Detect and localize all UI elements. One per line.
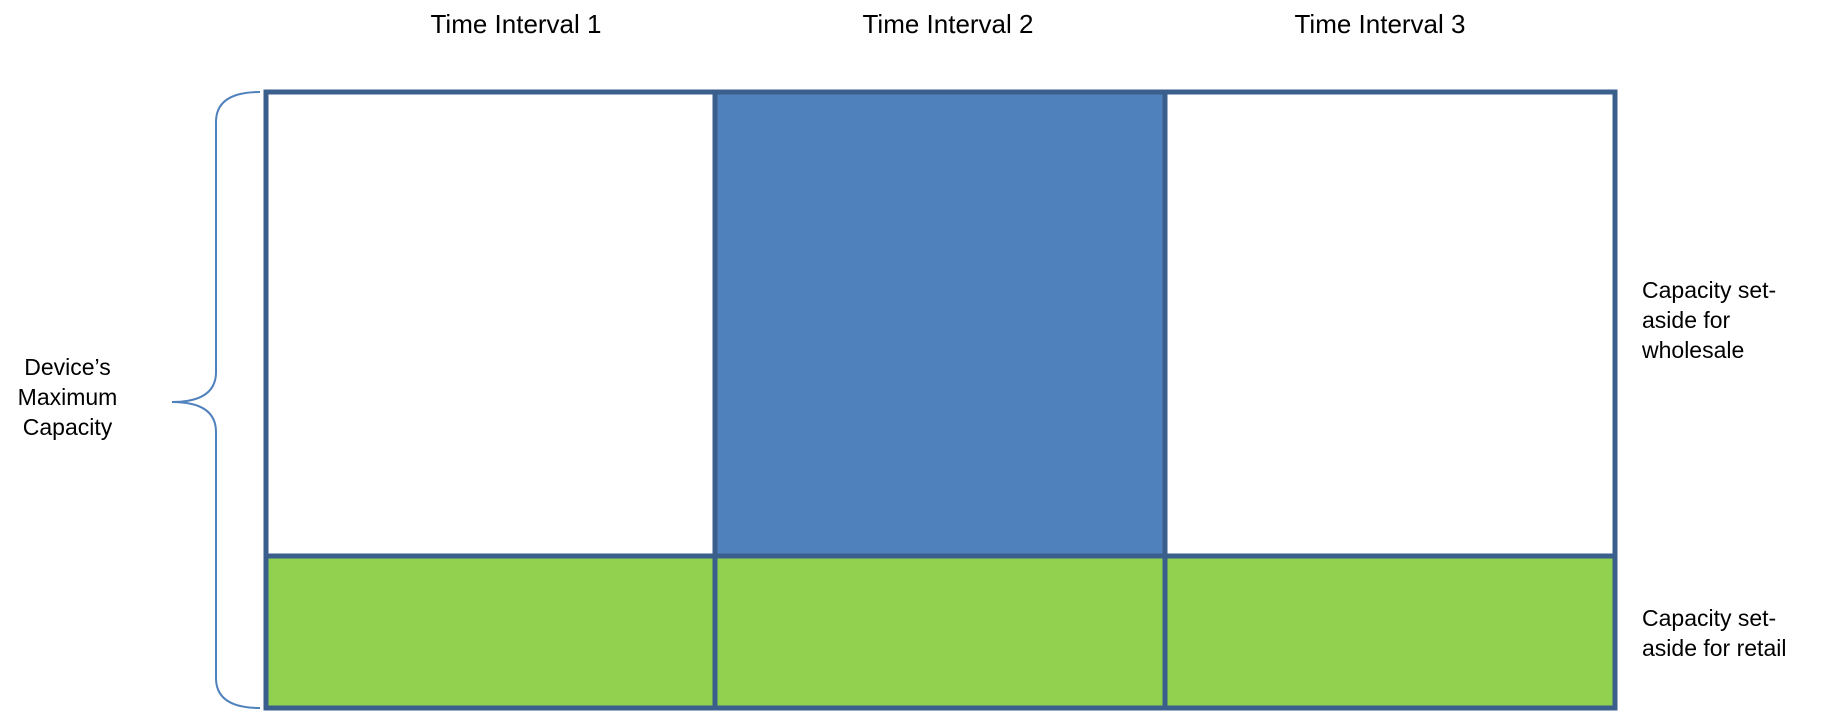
legend-wholesale-label: Capacity set- aside for wholesale	[1642, 277, 1777, 363]
retail-cell-interval-1	[263, 553, 718, 711]
interval-label-2: Time Interval 2	[862, 9, 1034, 39]
outer-frame	[263, 89, 1618, 711]
wholesale-cell-interval-2	[712, 89, 1168, 559]
interval-label-1: Time Interval 1	[430, 9, 602, 39]
interval-label-3: Time Interval 3	[1294, 9, 1466, 39]
retail-cell-interval-2	[712, 553, 1168, 711]
retail-cell-interval-3	[1162, 553, 1618, 711]
wholesale-cell-interval-1	[263, 89, 718, 559]
device-maximum-capacity-label: Device’s Maximum Capacity	[17, 354, 118, 440]
wholesale-cell-interval-3	[1162, 89, 1618, 559]
legend-retail-label: Capacity set- aside for retail	[1642, 605, 1787, 661]
capacity-brace	[171, 91, 261, 709]
